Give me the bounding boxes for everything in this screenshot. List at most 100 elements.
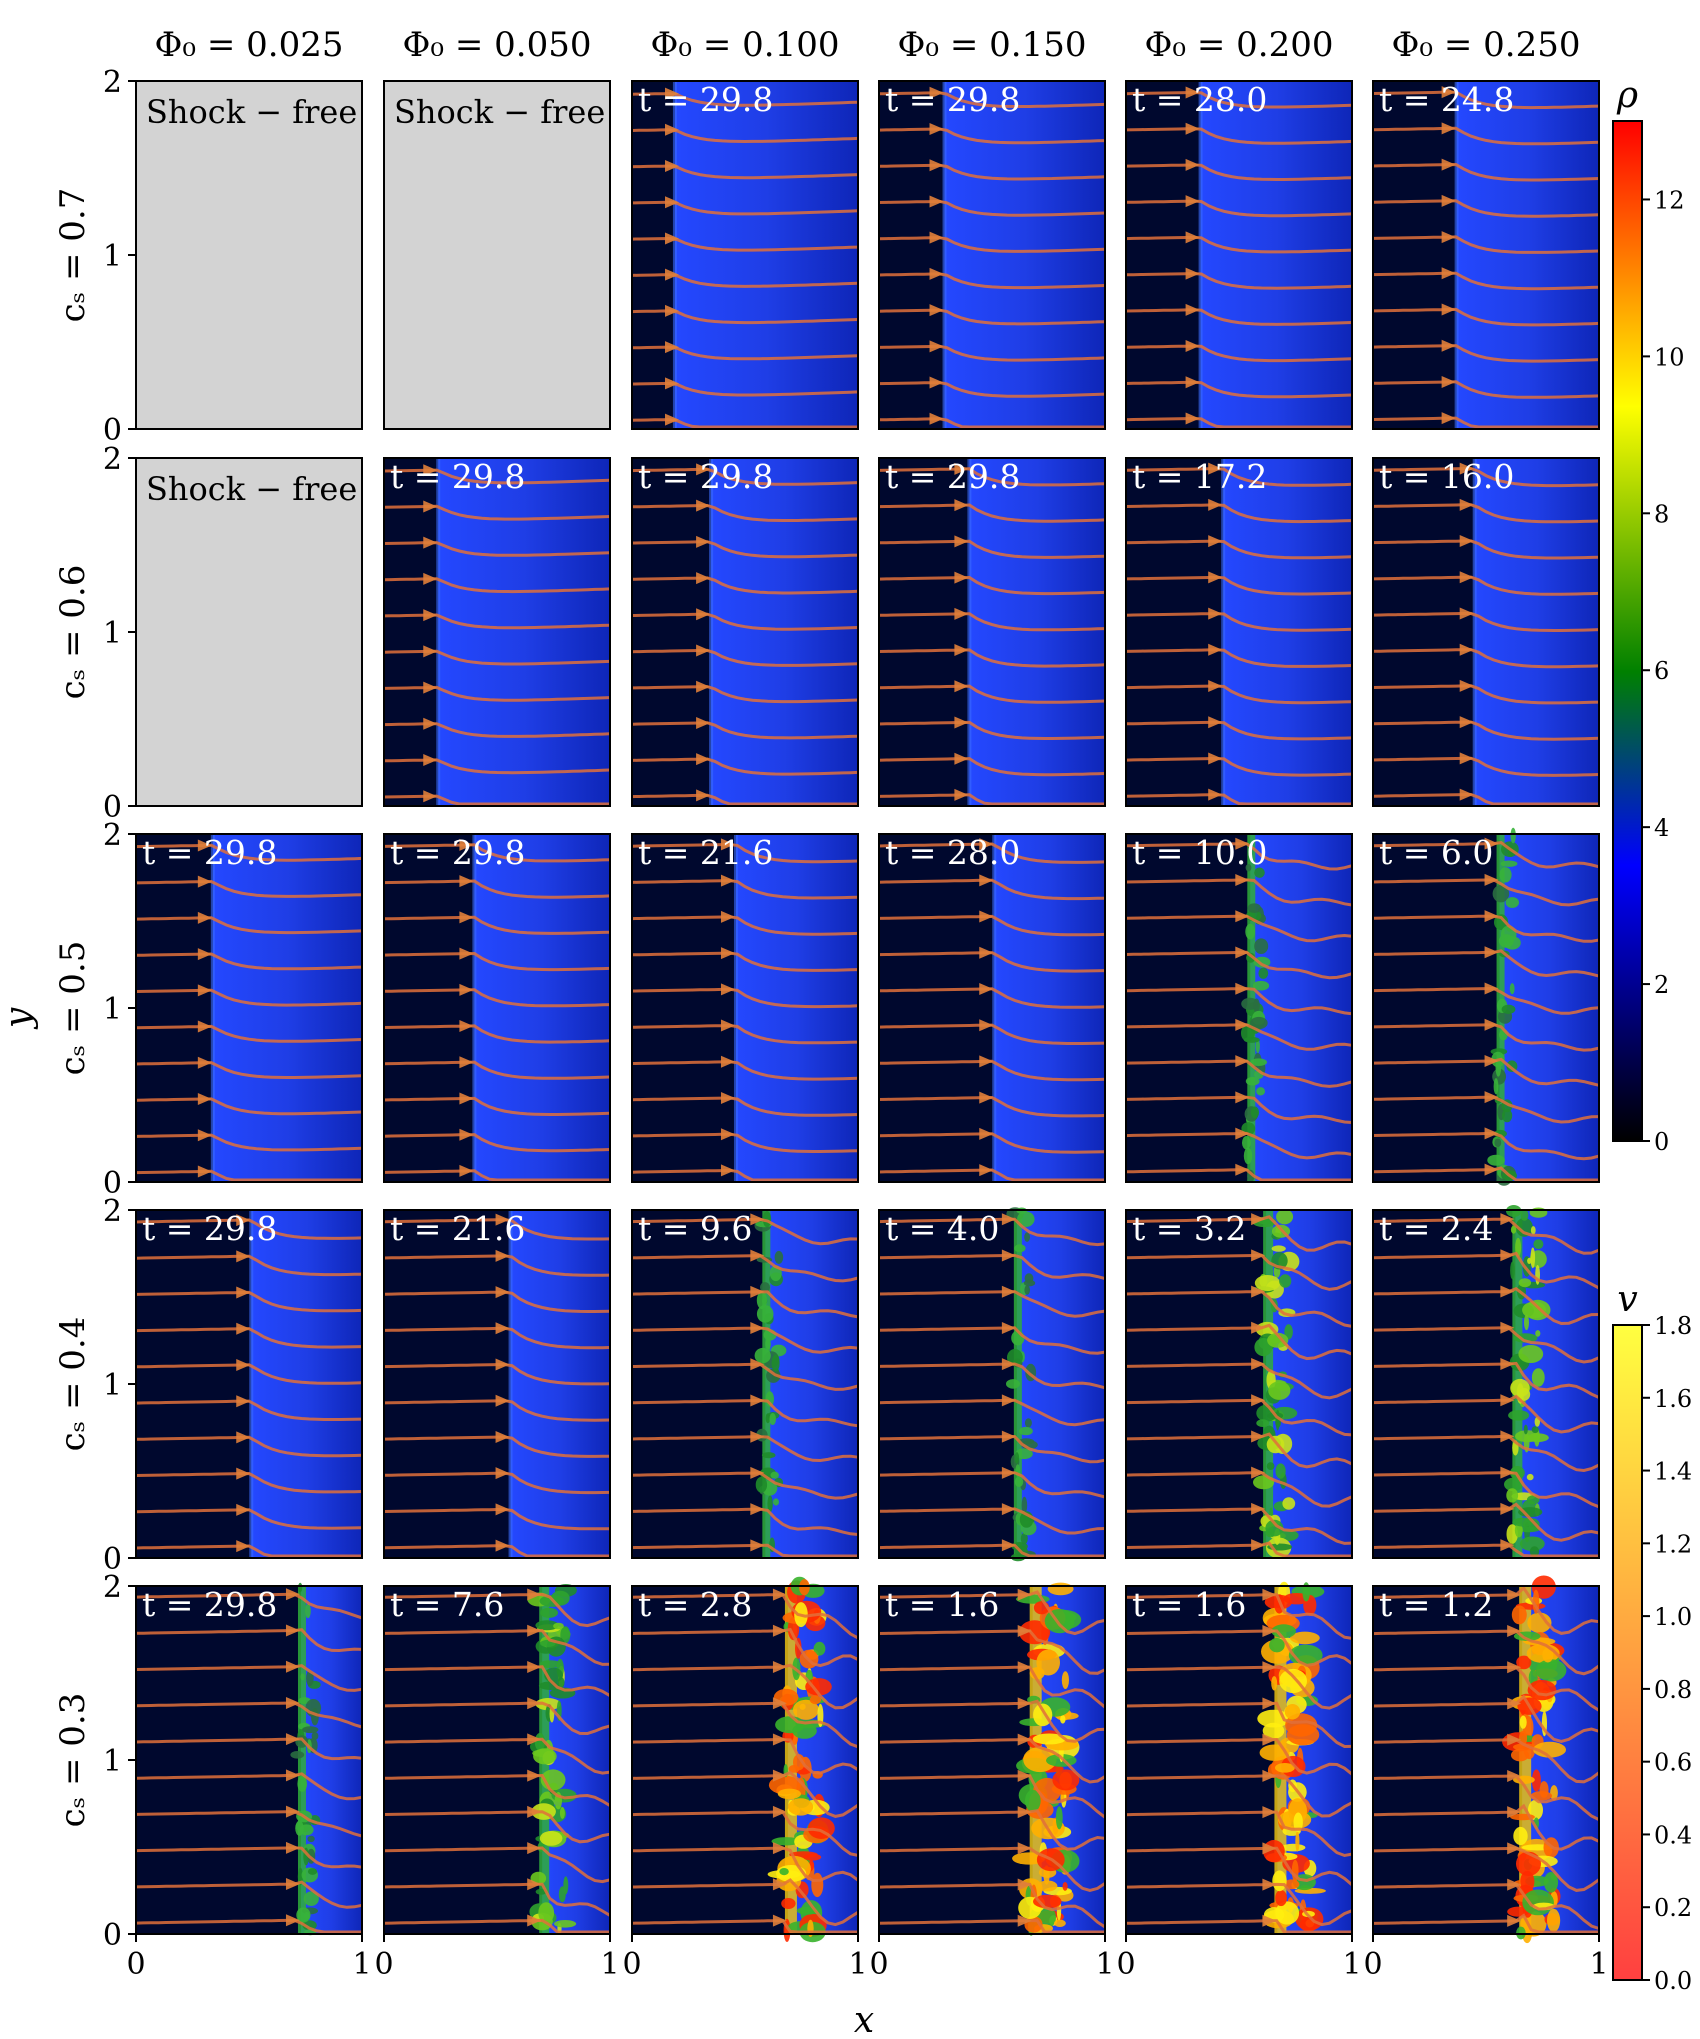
streamline-arrow [197,875,212,888]
streamlines [383,838,611,1182]
streamline [631,1132,859,1153]
panel-label: t = 4.0 [885,1209,999,1248]
streamline-arrow [197,1165,212,1178]
turbulence-blob [554,1920,577,1928]
streamline-arrow [1208,643,1223,656]
turbulence-blob [1547,1908,1561,1932]
streamline-arrow [954,607,969,620]
streamline [1125,756,1353,777]
turbulence-blob [775,1716,805,1734]
streamline [878,1398,1106,1427]
density-field [1126,81,1352,429]
turbulence-blob [1527,1257,1532,1264]
turbulence-blob [559,1807,565,1819]
streamline-arrow [696,535,711,548]
panel-label: Shock − free [146,93,357,131]
streamline [1125,1215,1353,1252]
streamline [878,1590,1106,1636]
panel-frame [1372,80,1600,430]
turbulence-blob [1243,1147,1253,1165]
streamline [1125,684,1353,705]
streamline [631,540,859,559]
streamline [1125,1882,1353,1927]
density-field [879,81,1105,429]
panel-label: t = 21.6 [638,833,773,872]
streamline [1372,1774,1600,1821]
streamline [383,504,611,521]
streamline [1125,793,1352,806]
streamline-arrow [1185,267,1200,280]
streamline [878,127,1106,145]
streamline-arrow [423,500,438,513]
turbulence-blob [1033,1894,1062,1909]
streamline-arrow [1001,1321,1016,1334]
streamline-arrow [954,752,969,765]
streamline [878,1253,1106,1281]
panel-label: t = 10.0 [1132,833,1267,872]
turbulence-blob [539,1660,562,1668]
shock-front [709,458,714,806]
turbulence-blob [788,1798,814,1816]
streamline-arrow [1017,1806,1032,1819]
streamline-arrow [665,160,679,173]
x-tick-label: 1 [1095,1947,1114,1982]
streamline-arrow [1459,679,1474,692]
panel-label: t = 29.8 [142,1209,277,1248]
streamline-arrow [979,874,994,887]
turbulence-blob [1523,1424,1528,1435]
panel-frame [631,80,859,430]
panel-r1-c4: t = 29.8 [878,80,1106,430]
x-tick-label: 0 [1363,1947,1382,1982]
rho-colorbar: ρ 0 2 4 6 8 10 12 [1612,75,1685,1156]
x-tick-label: 0 [374,1947,393,1982]
streamline [1125,1919,1352,1934]
panel-r3-c3: t = 21.6 [631,833,859,1183]
turbulence-blob [1047,1582,1074,1596]
colorbar-tick-label: 0.8 [1654,1676,1692,1704]
streamline [878,793,1105,806]
panel-r3-c6: t = 6.0 [1372,827,1600,1186]
streamline-arrow [1500,1249,1515,1262]
turbulence-blob [553,1622,564,1630]
streamline-arrow [1507,1878,1522,1891]
turbulence-blob [1535,1330,1541,1337]
turbulence-blob [1506,1488,1519,1503]
streamline-arrow [1441,194,1456,207]
streamline-arrow [1208,716,1223,729]
streamline-arrow [1500,1321,1515,1334]
streamline-arrow [285,1841,300,1854]
turbulence-blob [809,1695,822,1705]
panel-frame [1125,1209,1353,1559]
streamline-arrow [1251,1394,1266,1407]
streamline-arrow [423,572,438,585]
turbulence-blob [1054,1919,1066,1928]
streamline [383,1737,611,1775]
streamline-arrow [1001,1430,1016,1443]
streamline [1125,199,1353,218]
turbulence-blob [767,1495,773,1513]
streamline [1125,1323,1353,1361]
streamline [383,649,611,666]
density-field [632,81,858,429]
turbulence-blob [1269,1638,1285,1653]
streamline-arrow [527,1805,542,1818]
panel-frame [878,457,1106,807]
streamline-arrow [954,716,969,729]
panel-r5-c1: t = 29.8 [135,1582,363,1936]
streamline [383,951,611,972]
streamline-arrow [696,753,711,766]
streamline-arrow [696,716,711,729]
streamline [1372,344,1600,363]
streamline [631,879,859,900]
colorbar-tick-label: 12 [1654,186,1685,214]
streamline [631,1254,859,1283]
turbulence-blob [1025,1789,1041,1812]
turbulence-blob [1535,1659,1567,1682]
streamline [383,1592,611,1628]
streamline-arrow [495,1394,510,1407]
turbulence-blob [1254,938,1269,954]
streamline-arrow [696,680,711,693]
turbulence-blob [1495,1058,1502,1077]
shock-front [672,81,677,429]
turbulence-blob [755,1476,768,1493]
